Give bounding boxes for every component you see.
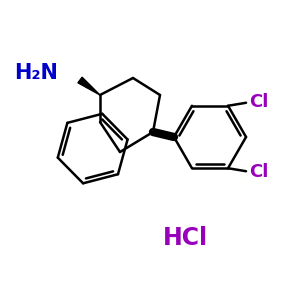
Text: Cl: Cl (249, 163, 268, 181)
Text: Cl: Cl (249, 93, 268, 111)
Text: H₂N: H₂N (14, 63, 58, 83)
Polygon shape (78, 77, 100, 95)
Text: HCl: HCl (162, 226, 208, 250)
